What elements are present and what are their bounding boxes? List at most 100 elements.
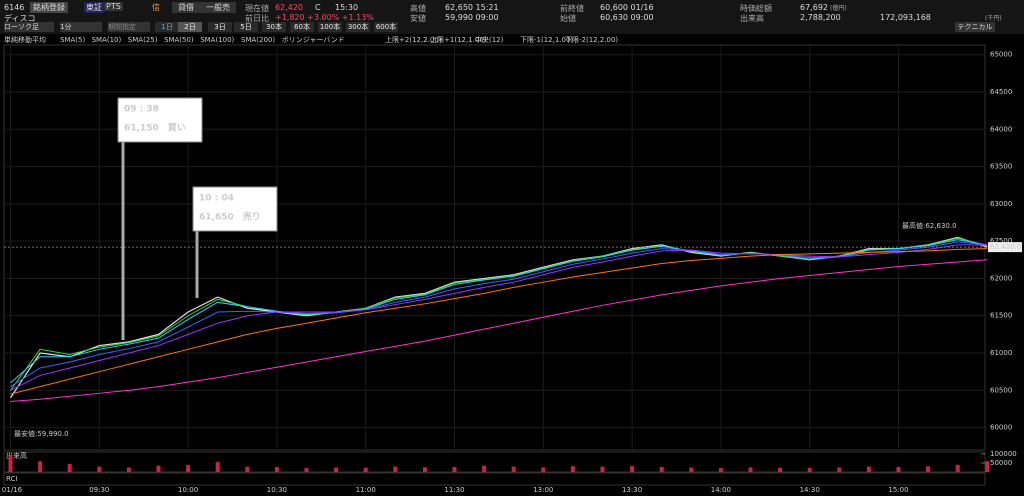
legend-entry: SMA(200) — [241, 36, 275, 44]
volume-bar — [570, 466, 575, 472]
field-label: 現在値 — [245, 4, 269, 13]
volume-bar — [126, 467, 131, 472]
interval-select[interactable]: 1分 — [60, 22, 102, 32]
volume-bar — [215, 462, 220, 472]
x-tick-label: 15:00 — [888, 486, 908, 494]
sma-line — [10, 244, 988, 391]
volume-bar — [274, 466, 279, 472]
volume-bar — [334, 467, 339, 472]
sma-line — [10, 237, 988, 391]
sma-line — [10, 241, 988, 388]
volume-bar — [630, 465, 635, 472]
volume-bar — [363, 467, 368, 472]
volume-bar — [837, 467, 842, 472]
sma-line — [10, 259, 988, 403]
y-tick-label: 63000 — [990, 200, 1012, 208]
last-price-label: 62,420.0 — [990, 243, 1021, 251]
volume-bar — [866, 466, 871, 472]
field-label: 時価総額 — [740, 4, 772, 13]
x-tick-label: 13:30 — [622, 486, 642, 494]
x-tick-label: 13:00 — [533, 486, 553, 494]
x-tick-label: 09:30 — [89, 486, 109, 494]
low-label: 最安値:59,990.0 — [14, 429, 69, 438]
range-button[interactable]: 100本 — [318, 22, 342, 32]
legend-entry: SMA(25) — [128, 36, 158, 44]
field-value: 60,600 01/16 — [600, 3, 654, 12]
sma-line — [10, 239, 988, 384]
chart-kind-select[interactable]: ローソク足 — [4, 22, 54, 32]
field-label: 前終値 — [560, 4, 584, 13]
y-tick-label: 61500 — [990, 312, 1012, 320]
price-line — [9, 236, 988, 399]
market-button[interactable]: 東証 — [84, 2, 104, 13]
range-button[interactable]: 60本 — [290, 22, 314, 32]
bollinger-label: ボリンジャーバンド — [282, 36, 345, 44]
field-value: 62,650 15:21 — [445, 3, 499, 12]
annotation-box — [192, 186, 278, 232]
volume-tick-label: 50000 — [990, 459, 1012, 467]
y-tick-label: 65000 — [990, 51, 1012, 59]
technical-button[interactable]: テクニカル — [955, 22, 995, 32]
range-button[interactable]: 600本 — [374, 22, 398, 32]
volume-bar — [778, 467, 783, 472]
volume-bar — [67, 463, 72, 472]
field-unit: (千円) — [985, 15, 1002, 22]
band-label: 中央(12) — [475, 35, 504, 44]
volume-bar — [955, 464, 960, 472]
field-value: +1,820 +3.00% +1.13% — [275, 13, 374, 22]
range-button[interactable]: 2日 — [178, 22, 202, 32]
y-tick-label: 61000 — [990, 349, 1012, 357]
range-button[interactable]: 5日 — [234, 22, 258, 32]
range-button[interactable]: 3日 — [208, 22, 232, 32]
volume-bar — [807, 468, 812, 472]
x-tick-label: 11:00 — [356, 486, 376, 494]
volume-bar — [511, 466, 516, 472]
volume-bar — [38, 461, 43, 472]
field-value: 2,788,200 — [800, 13, 841, 22]
annotation-time: 10 : 04 — [199, 194, 234, 204]
stock-code: 6146 — [4, 3, 25, 12]
band-label: 上限+1(12,1.00) — [430, 35, 487, 44]
rci-label: RCI — [6, 475, 17, 483]
legend-entry: SMA(50) — [164, 36, 194, 44]
annotation-box — [117, 97, 203, 143]
period-select[interactable]: 期間指定 — [108, 22, 150, 32]
high-label: 最高値:62,630.0 — [902, 221, 957, 230]
volume-bar — [896, 466, 901, 472]
x-tick-label: 14:30 — [800, 486, 820, 494]
pts-button[interactable]: PTS — [104, 2, 123, 11]
band-label: 下限-1(12,1.00) — [520, 35, 573, 44]
volume-bar — [926, 466, 931, 472]
band-label: 下限-2(12,2.00) — [565, 35, 618, 44]
field-extra: C — [315, 3, 321, 12]
last-price-box — [988, 242, 1022, 253]
annotation-text: 61,150 買い — [124, 123, 186, 134]
x-tick-label: 10:30 — [267, 486, 287, 494]
volume-bar — [748, 467, 753, 472]
y-tick-label: 60500 — [990, 386, 1012, 394]
volume-bar — [718, 468, 723, 472]
volume-label: 出来高 — [6, 451, 27, 460]
stock-name: ディスコ — [4, 14, 36, 23]
rci-frame — [3, 472, 986, 486]
y-tick-label: 64000 — [990, 125, 1012, 133]
legend-entry: SMA(100) — [200, 36, 234, 44]
register-button[interactable]: 銘柄登録 — [30, 2, 68, 13]
field-label: 安値 — [410, 14, 426, 23]
range-button[interactable]: 300本 — [346, 22, 370, 32]
field-value: 59,990 09:00 — [445, 13, 499, 22]
sma-line — [10, 248, 988, 395]
y-tick-label: 62500 — [990, 237, 1012, 245]
volume-bar — [393, 466, 398, 472]
field-label: 高値 — [410, 4, 426, 13]
y-tick-label: 60000 — [990, 424, 1012, 432]
range-button[interactable]: 1日 — [155, 22, 179, 32]
volume-bar — [541, 467, 546, 472]
volume-bar — [156, 465, 161, 472]
range-button[interactable]: 30本 — [262, 22, 286, 32]
field-label: 前日比 — [245, 14, 269, 23]
volume-bar — [97, 466, 102, 472]
x-tick-label: 11:30 — [444, 486, 464, 494]
volume-frame — [3, 451, 986, 473]
y-tick-label: 62000 — [990, 274, 1012, 282]
